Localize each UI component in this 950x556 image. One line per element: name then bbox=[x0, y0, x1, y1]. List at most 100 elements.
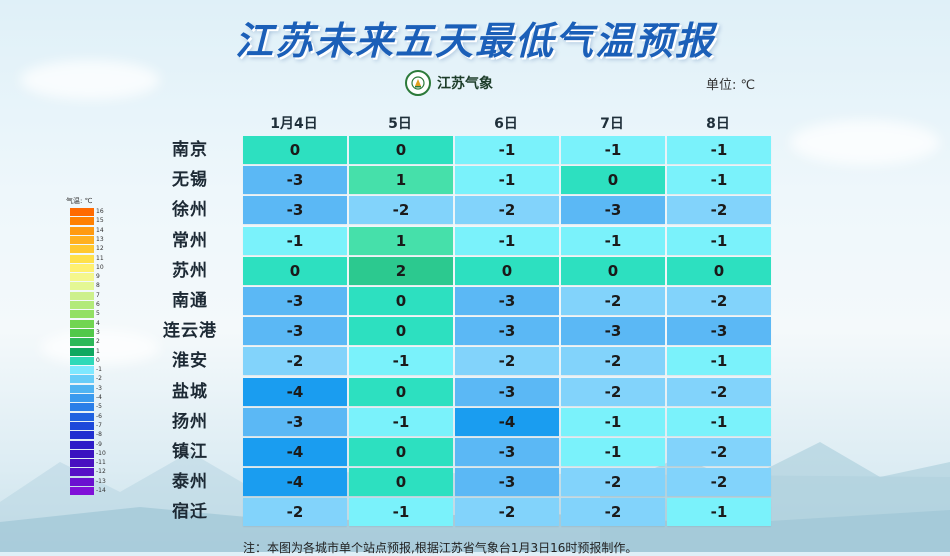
legend-label: 14 bbox=[96, 226, 104, 234]
legend-swatch bbox=[70, 366, 94, 375]
city-label: 扬州 bbox=[172, 411, 208, 432]
city-label: 常州 bbox=[172, 230, 208, 251]
temperature-cell: -2 bbox=[243, 347, 347, 376]
temperature-cell: -3 bbox=[243, 287, 347, 315]
temperature-cell: -3 bbox=[667, 317, 771, 346]
legend-swatch bbox=[70, 449, 94, 458]
temperature-cell: -1 bbox=[349, 498, 453, 527]
legend-swatch bbox=[70, 282, 94, 291]
temperature-cell: -2 bbox=[561, 377, 665, 406]
temperature-cell: -1 bbox=[349, 407, 453, 436]
legend-swatch bbox=[70, 263, 94, 272]
temperature-cell: -2 bbox=[455, 347, 559, 376]
legend-swatch bbox=[70, 477, 94, 486]
legend-swatch bbox=[70, 394, 94, 402]
city-label: 盐城 bbox=[172, 381, 208, 402]
legend-swatch bbox=[70, 235, 94, 244]
legend-swatch bbox=[70, 319, 94, 328]
legend-label: 1 bbox=[96, 347, 100, 355]
temperature-cell: -1 bbox=[561, 136, 665, 164]
legend-label: 9 bbox=[96, 273, 100, 281]
city-label: 无锡 bbox=[172, 170, 208, 191]
temperature-cell: 0 bbox=[349, 287, 453, 315]
temperature-cell: 0 bbox=[349, 317, 453, 346]
temperature-cell: -3 bbox=[455, 287, 559, 315]
legend-label: 0 bbox=[96, 356, 100, 364]
city-label: 苏州 bbox=[172, 260, 208, 281]
temperature-cell: -1 bbox=[561, 407, 665, 436]
temperature-cell: -3 bbox=[243, 407, 347, 436]
temperature-cell: -4 bbox=[243, 377, 347, 406]
legend-label: -5 bbox=[96, 403, 102, 411]
temperature-cell: 0 bbox=[667, 256, 771, 285]
city-label: 南京 bbox=[172, 140, 208, 160]
temperature-cell: -1 bbox=[667, 347, 771, 376]
temperature-cell: -1 bbox=[561, 226, 665, 255]
legend-label: -4 bbox=[96, 394, 102, 401]
legend-swatch bbox=[70, 403, 94, 412]
temperature-cell: -1 bbox=[667, 226, 771, 255]
temperature-cell: -3 bbox=[243, 317, 347, 346]
temperature-cell: -2 bbox=[667, 438, 771, 466]
logo-text: 江苏气象 bbox=[437, 76, 493, 92]
legend-swatch bbox=[70, 356, 94, 365]
temperature-cell: -4 bbox=[243, 468, 347, 497]
temperature-cell: 1 bbox=[349, 226, 453, 255]
legend-label: -14 bbox=[96, 487, 106, 494]
legend-label: 13 bbox=[96, 235, 104, 243]
background-cloud bbox=[40, 330, 160, 365]
temperature-cell: -3 bbox=[243, 166, 347, 195]
temperature-cell: -2 bbox=[455, 498, 559, 527]
temperature-cell: -3 bbox=[455, 438, 559, 466]
legend-label: 11 bbox=[96, 254, 104, 262]
temperature-cell: -1 bbox=[455, 226, 559, 255]
temperature-cell: -1 bbox=[561, 438, 665, 466]
temperature-cell: -1 bbox=[455, 136, 559, 164]
temperature-cell: 1 bbox=[349, 166, 453, 195]
temperature-cell: -2 bbox=[243, 498, 347, 527]
legend-swatch bbox=[70, 273, 94, 282]
temperature-cell: -3 bbox=[561, 196, 665, 225]
temperature-cell: -2 bbox=[349, 196, 453, 225]
temperature-cell: -4 bbox=[455, 407, 559, 436]
temperature-cell: -2 bbox=[561, 287, 665, 315]
legend-label: 5 bbox=[96, 310, 100, 318]
temperature-cell: 0 bbox=[349, 377, 453, 406]
legend-swatch bbox=[70, 384, 94, 393]
background-cloud bbox=[790, 120, 940, 165]
temperature-grid: 0 0 -1 -1 -1 -3 1 -1 0 -1 -3 -2 -2 -3 -2 -1 1 -1 -1 -1 0 2 0 0 0… bbox=[243, 136, 775, 530]
legend-swatch bbox=[70, 468, 94, 477]
legend-label: 12 bbox=[96, 245, 104, 253]
temperature-cell: -3 bbox=[561, 317, 665, 346]
legend-label: -7 bbox=[96, 421, 102, 429]
legend-label: 7 bbox=[96, 291, 100, 299]
temperature-cell: 0 bbox=[243, 136, 347, 164]
legend-label: -9 bbox=[96, 440, 102, 448]
legend-swatch bbox=[70, 338, 94, 347]
day-header: 6日 bbox=[494, 116, 518, 132]
temperature-cell: 0 bbox=[561, 256, 665, 285]
legend-swatch bbox=[70, 226, 94, 235]
legend-label: -2 bbox=[96, 375, 102, 383]
temperature-cell: -1 bbox=[667, 498, 771, 527]
temperature-cell: -2 bbox=[561, 468, 665, 497]
temperature-cell: -2 bbox=[561, 347, 665, 376]
legend-swatch bbox=[70, 440, 94, 449]
day-header-row: 1月4日 5日 6日 7日 8日 bbox=[243, 113, 773, 133]
page-title: 江苏未来五天最低气温预报 bbox=[234, 19, 715, 63]
legend-title: 气温: ℃ bbox=[66, 197, 93, 205]
city-label: 泰州 bbox=[172, 472, 208, 493]
temperature-cell: -2 bbox=[455, 196, 559, 225]
temperature-cell: -2 bbox=[667, 196, 771, 225]
legend-label: 10 bbox=[96, 263, 104, 271]
legend-label: -3 bbox=[96, 384, 102, 392]
temperature-cell: 0 bbox=[561, 166, 665, 195]
legend-label: 8 bbox=[96, 282, 100, 290]
temperature-cell: -1 bbox=[667, 166, 771, 195]
legend-swatch bbox=[70, 291, 94, 300]
temperature-cell: -3 bbox=[455, 377, 559, 406]
footnote: 注：本图为各城市单个站点预报,根据江苏省气象台1月3日16时预报制作。 bbox=[243, 541, 638, 555]
city-label: 南通 bbox=[172, 291, 208, 311]
legend-label: -6 bbox=[96, 412, 102, 420]
temperature-cell: -2 bbox=[667, 468, 771, 497]
